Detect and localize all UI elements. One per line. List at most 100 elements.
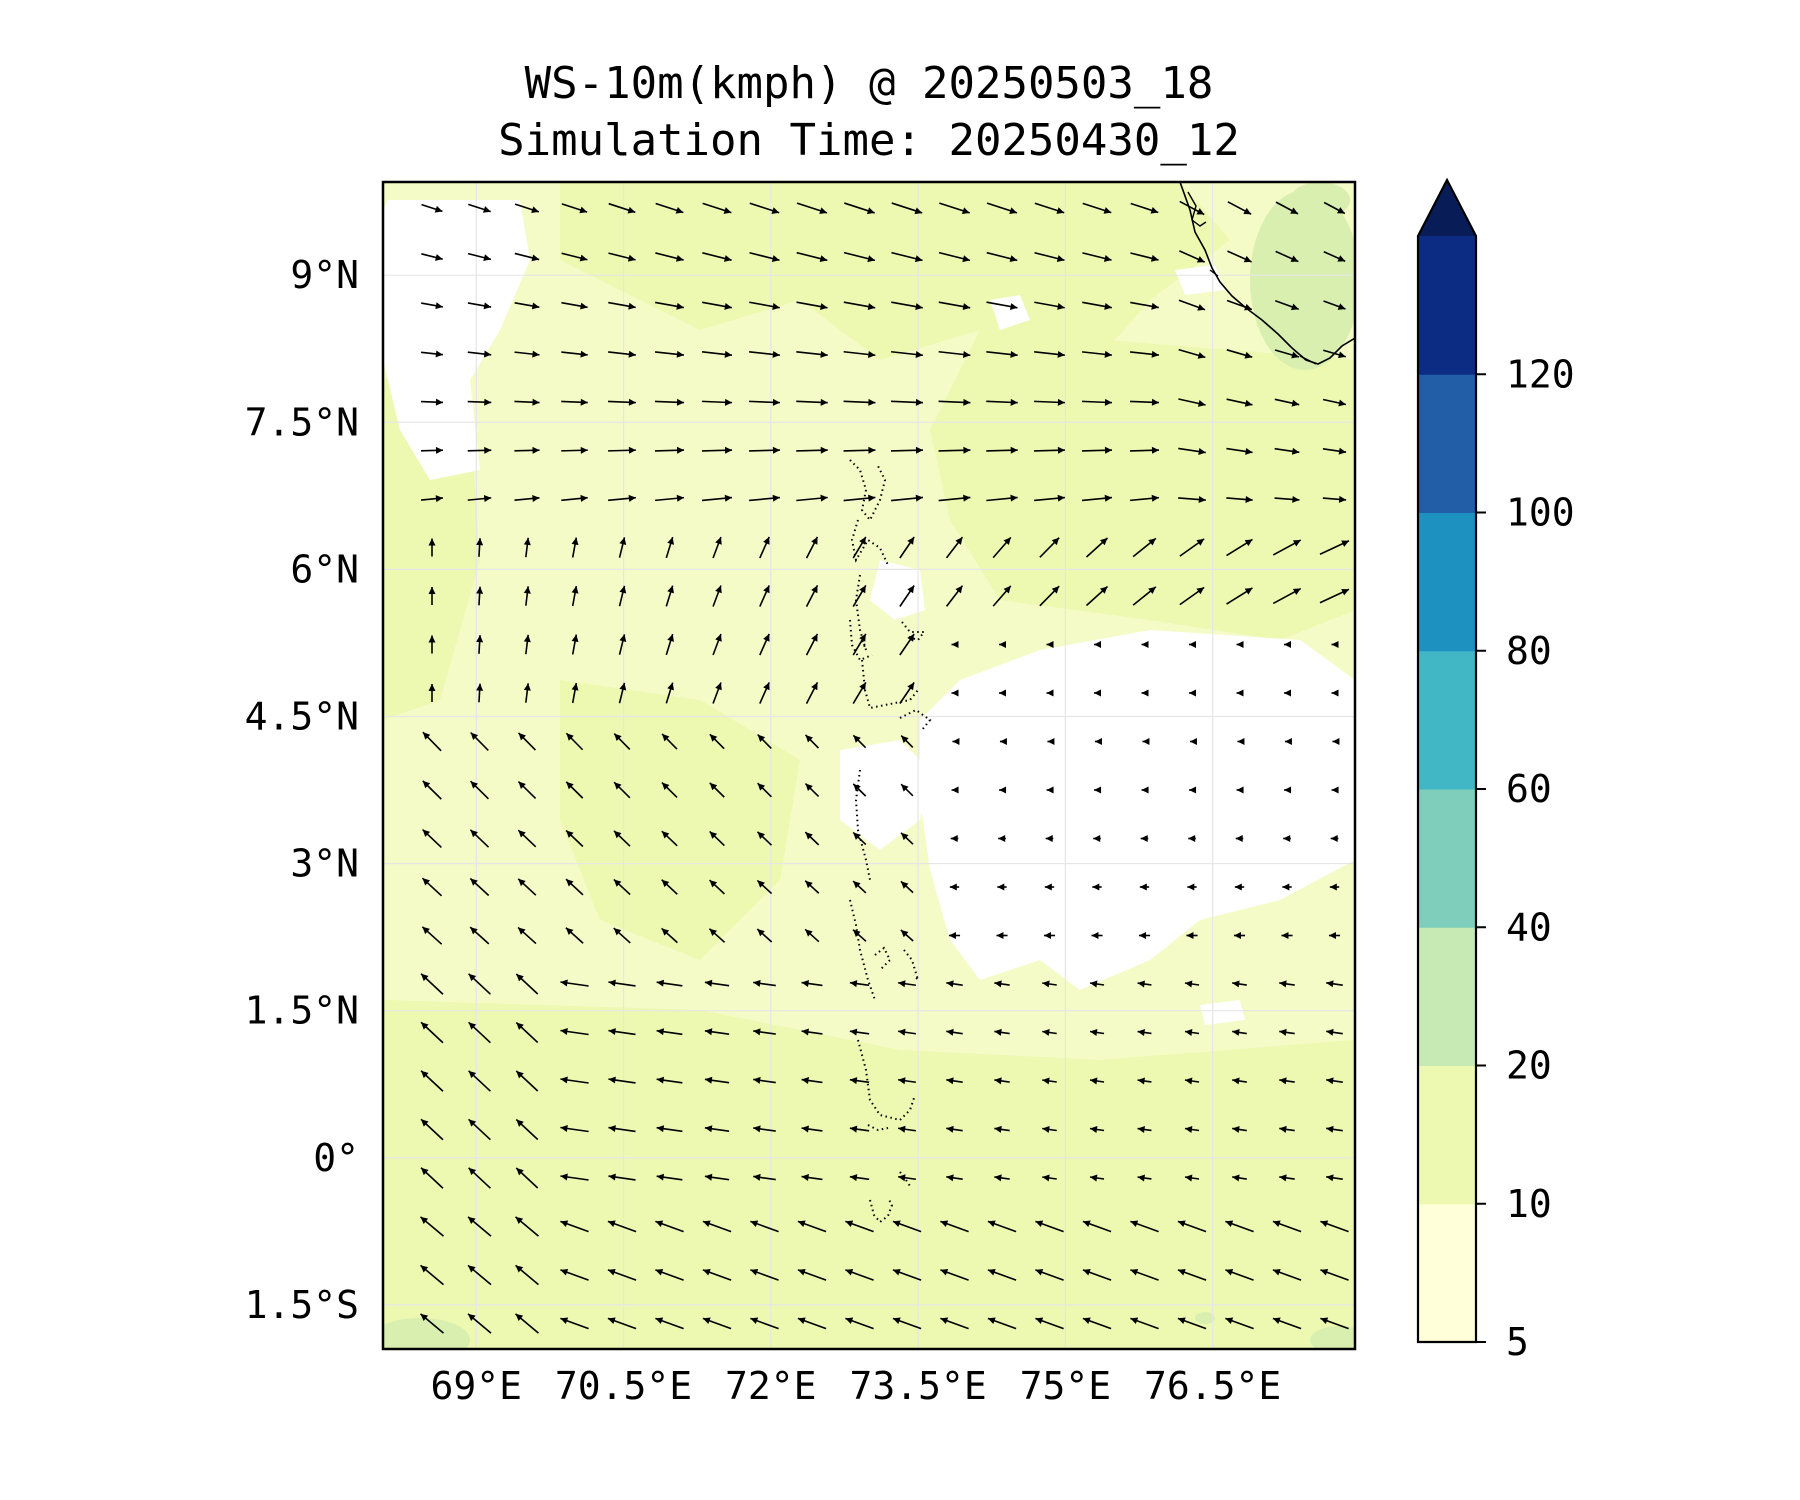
wind-arrow (986, 494, 1018, 502)
wind-arrow (986, 446, 1018, 454)
wind-arrow (946, 1077, 963, 1085)
wind-arrow (801, 1077, 823, 1084)
wind-arrow (890, 446, 924, 454)
wind-arrow (514, 398, 540, 406)
wind-arrow (1042, 1028, 1057, 1036)
wind-arrow (1081, 398, 1113, 406)
wind-arrow (561, 350, 588, 358)
wind-arrow (994, 980, 1010, 988)
wind-arrow (1279, 1077, 1295, 1085)
wind-arrow (661, 879, 678, 895)
wind-arrow (940, 1268, 969, 1281)
wind-arrow (1132, 537, 1157, 558)
wind-arrow (665, 536, 674, 559)
wind-arrow (1326, 1028, 1343, 1036)
wind-arrow (749, 301, 780, 310)
wind-arrow (756, 831, 773, 846)
wind-arrow (890, 398, 924, 406)
wind-arrow (899, 536, 915, 559)
wind-arrow (898, 1174, 916, 1182)
wind-arrow (939, 202, 970, 215)
wind-arrow (420, 398, 444, 406)
wind-arrow (1178, 496, 1206, 504)
wind-arrow (938, 398, 971, 406)
colorbar-tick-label: 5 (1506, 1320, 1529, 1364)
wind-arrow (992, 536, 1012, 559)
wind-arrow (1326, 980, 1343, 988)
wind-arrow (843, 301, 876, 311)
wind-arrow (1226, 587, 1253, 605)
wind-arrow (608, 1125, 636, 1133)
wind-arrow (618, 682, 627, 704)
wind-arrow (1179, 586, 1205, 606)
wind-arrow (1137, 1174, 1152, 1182)
wind-arrow (1130, 252, 1159, 262)
wind-arrow (1085, 537, 1109, 558)
wind-arrow (750, 1268, 779, 1281)
wind-arrow (1323, 250, 1346, 263)
latitude-labels: 9°N 7.5°N 6°N 4.5°N 3°N 1.5°N 0° 1.5°S (245, 253, 359, 1327)
wind-arrow (1331, 786, 1339, 794)
wind-arrow (419, 1313, 445, 1334)
wind-arrow (571, 537, 579, 558)
wind-arrow (712, 633, 722, 656)
wind-arrow (1142, 738, 1150, 745)
colorbar-tick-label: 40 (1506, 905, 1552, 949)
wind-arrow (654, 446, 685, 454)
colorbar-extend-max (1418, 180, 1476, 236)
wind-arrow (1044, 883, 1055, 891)
wind-arrow (999, 786, 1007, 794)
wind-arrow (565, 927, 584, 944)
wind-arrow (796, 446, 828, 454)
wind-arrow (421, 302, 443, 310)
wind-arrow (1034, 202, 1065, 214)
wind-arrow (607, 1220, 637, 1233)
india-coastline (1179, 182, 1355, 365)
lat-tick-label: 0° (313, 1136, 359, 1180)
wind-arrow (1130, 202, 1159, 214)
wind-arrow (608, 1028, 636, 1036)
wind-arrow (1232, 1077, 1247, 1085)
wind-arrow (1226, 299, 1253, 311)
wind-arrow (1046, 689, 1054, 697)
wind-arrow (655, 301, 684, 310)
wind-arrow (900, 783, 914, 797)
wind-arrow (514, 1216, 540, 1237)
wind-arrow (749, 494, 780, 502)
wind-arrow (655, 252, 684, 262)
wind-arrow (1326, 1174, 1343, 1182)
wind-arrow (1272, 1268, 1302, 1281)
wind-arrow (467, 1264, 492, 1286)
wind-arrow (1082, 202, 1112, 214)
wind-arrow (1236, 641, 1244, 648)
wind-arrow (702, 301, 732, 310)
wind-arrow (845, 1268, 874, 1281)
wind-arrow (654, 350, 685, 358)
wind-arrow (1130, 350, 1159, 358)
colorbar-swatch (1418, 1203, 1476, 1343)
wind-arrow (613, 781, 631, 799)
wind-arrow (1233, 932, 1246, 939)
wind-arrow (468, 1021, 491, 1044)
wind-arrow (517, 878, 537, 896)
lon-tick-label: 72°E (725, 1364, 817, 1408)
wind-arrow (656, 979, 683, 987)
wind-arrow (898, 1028, 916, 1036)
wind-arrow (1323, 201, 1346, 215)
wind-arrow (938, 350, 971, 358)
wind-arrow (1035, 1317, 1064, 1330)
wind-arrow (608, 1076, 636, 1084)
wind-arrow (892, 1268, 922, 1281)
wind-arrow (420, 350, 444, 358)
wind-arrow (1081, 350, 1113, 358)
wind-arrow (899, 585, 915, 607)
wind-arrow (1322, 495, 1347, 503)
wind-arrow (951, 689, 959, 697)
wind-arrow (804, 782, 820, 798)
wind-arrow (1042, 1077, 1057, 1085)
wind-arrow (1046, 786, 1054, 794)
wind-arrow (1184, 1126, 1200, 1133)
wind-arrow (1226, 538, 1253, 557)
colorbar-swatch (1418, 650, 1476, 790)
lon-tick-label: 70.5°E (555, 1364, 692, 1408)
